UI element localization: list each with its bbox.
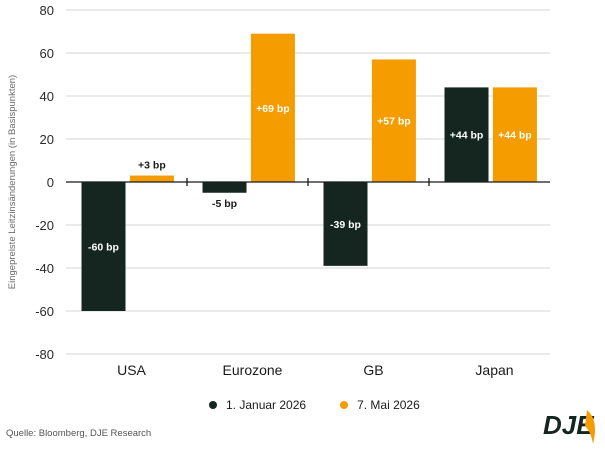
category-label: Japan	[475, 362, 513, 378]
data-label: -39 bp	[330, 219, 361, 231]
y-axis-label: Eingepreiste Leitzinsänderungen (in Basi…	[7, 75, 18, 289]
data-label: +44 bp	[498, 130, 532, 142]
zero-axis	[66, 178, 550, 186]
bar-2-japan	[492, 87, 537, 182]
legend-label-series-1: 1. Januar 2026	[226, 398, 307, 412]
data-label: +69 bp	[256, 103, 290, 115]
data-label: +3 bp	[138, 160, 166, 172]
category-label: GB	[363, 362, 383, 378]
data-label: -5 bp	[212, 198, 237, 210]
legend-marker-series-1	[209, 401, 217, 409]
data-label: +44 bp	[450, 130, 484, 142]
legend-label-series-2: 7. Mai 2026	[357, 398, 420, 412]
bar-1-usa	[81, 182, 126, 311]
bar-2-gb	[371, 59, 416, 183]
y-tick-label: 40	[40, 89, 54, 104]
bar-1-gb	[323, 182, 368, 266]
y-axis-ticks: 80 60 40 20 0 -20 -40 -60 -80	[35, 3, 54, 362]
category-label: USA	[117, 362, 146, 378]
legend-item-series-2: 7. Mai 2026	[340, 398, 420, 412]
y-tick-label: 60	[40, 46, 54, 61]
dje-logo: DJE	[541, 404, 603, 455]
data-label: +57 bp	[377, 116, 411, 128]
y-tick-label: 20	[40, 132, 54, 147]
bars	[81, 33, 537, 311]
y-tick-label: -60	[35, 304, 54, 319]
bar-2-usa	[129, 175, 174, 182]
bar-1-eurozone	[202, 182, 247, 193]
y-tick-label: 0	[47, 175, 54, 190]
source-note: Quelle: Bloomberg, DJE Research	[6, 428, 152, 439]
bar-1-japan	[444, 87, 489, 182]
x-axis-categories: USA Eurozone GB Japan	[117, 362, 513, 378]
grid-lines	[66, 9, 550, 355]
data-labels: -60 bp +3 bp -5 bp +69 bp -39 bp +57 bp +44 bp…	[88, 103, 532, 254]
legend-item-series-1: 1. Januar 2026	[209, 398, 306, 412]
legend: 1. Januar 2026 7. Mai 2026	[209, 398, 454, 412]
category-label: Eurozone	[223, 362, 283, 378]
y-tick-label: -20	[35, 218, 54, 233]
y-tick-label: -40	[35, 261, 54, 276]
y-tick-label: -80	[35, 347, 54, 362]
legend-marker-series-2	[340, 401, 349, 409]
y-tick-label: 80	[40, 3, 54, 18]
bar-2-eurozone	[250, 33, 295, 183]
data-label: -60 bp	[88, 242, 119, 254]
